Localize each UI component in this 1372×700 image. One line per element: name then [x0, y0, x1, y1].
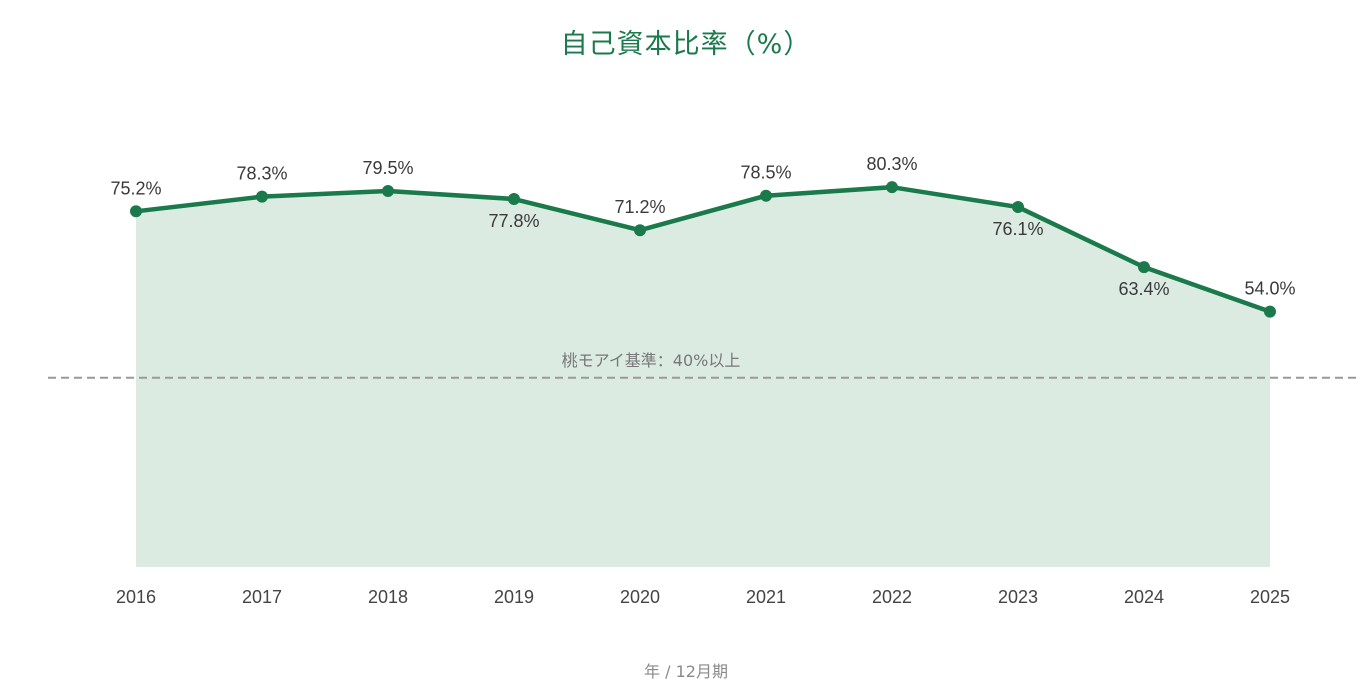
x-tick-label-2020: 2020 — [620, 587, 660, 607]
series-line — [133, 184, 1273, 314]
data-point-2017 — [256, 190, 268, 203]
reference-layer: 桃モアイ基準：40%以上 — [48, 351, 1358, 379]
data-point-2020 — [634, 224, 646, 237]
x-tick-label-2023: 2023 — [998, 587, 1038, 607]
data-label-2021: 78.5% — [740, 163, 791, 183]
x-tick-label-2022: 2022 — [872, 587, 912, 607]
data-label-2025: 54.0% — [1244, 279, 1295, 299]
data-label-2024: 63.4% — [1118, 279, 1169, 299]
reference-line-label: 桃モアイ基準：40%以上 — [562, 351, 741, 370]
data-point-2025 — [1264, 305, 1276, 318]
data-label-layer: 75.2% 78.3% 79.5% 77.8% 71.2% 78.5% 80.3% 76.1%… — [110, 154, 1295, 299]
data-label-2017: 78.3% — [236, 164, 287, 184]
x-tick-label-2021: 2021 — [746, 587, 786, 607]
data-label-2020: 71.2% — [614, 197, 665, 217]
x-tick-layer: 2016 2017 2018 2019 2020 2021 2022 2023 2024 2025 — [116, 587, 1290, 607]
x-tick-label-2019: 2019 — [494, 587, 534, 607]
data-point-2024 — [1138, 261, 1150, 274]
data-label-2022: 80.3% — [866, 154, 917, 174]
x-tick-label-2016: 2016 — [116, 587, 156, 607]
chart-title: 自己資本比率（%） — [560, 29, 812, 60]
point-layer — [130, 181, 1276, 318]
data-point-2018 — [382, 184, 394, 197]
data-point-2023 — [1012, 201, 1024, 214]
x-axis-title: 年 / 12月期 — [644, 662, 728, 681]
data-point-2019 — [508, 193, 520, 206]
x-tick-label-2024: 2024 — [1124, 587, 1164, 607]
data-label-2018: 79.5% — [362, 158, 413, 178]
data-point-2022 — [886, 181, 898, 194]
data-label-2023: 76.1% — [992, 219, 1043, 239]
x-tick-label-2018: 2018 — [368, 587, 408, 607]
data-label-2019: 77.8% — [488, 211, 539, 231]
x-tick-label-2017: 2017 — [242, 587, 282, 607]
x-tick-label-2025: 2025 — [1250, 587, 1290, 607]
line-layer — [133, 184, 1273, 314]
data-point-2016 — [130, 205, 142, 218]
data-point-2021 — [760, 189, 772, 202]
data-label-2016: 75.2% — [110, 178, 161, 198]
